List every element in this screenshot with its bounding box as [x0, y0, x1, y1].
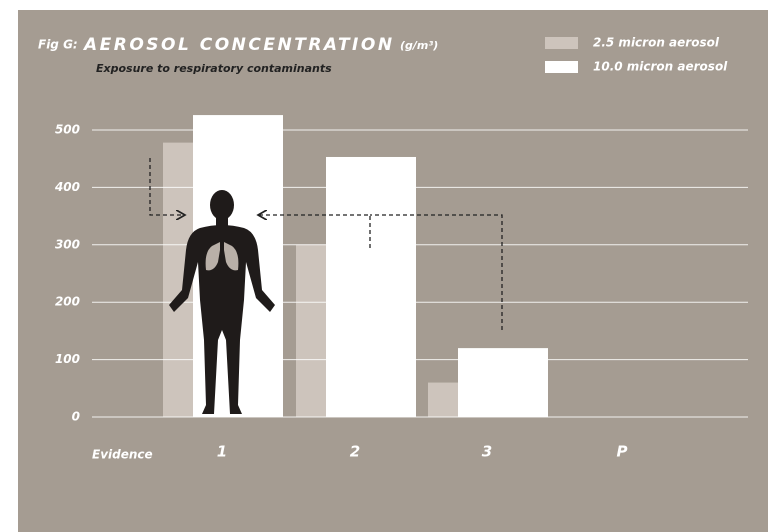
figure-label: Fig G:: [38, 38, 78, 52]
y-tick-label: 500: [55, 123, 80, 137]
x-tick-label: P: [617, 443, 628, 461]
legend-label: 2.5 micron aerosol: [593, 36, 720, 50]
unit: (g/m³): [400, 39, 438, 52]
x-tick-label: 3: [482, 443, 492, 461]
y-tick-label: 400: [54, 180, 80, 194]
figure-part: [210, 190, 234, 220]
subtitle: Exposure to respiratory contaminants: [96, 62, 332, 75]
y-tick-label: 100: [55, 352, 80, 366]
x-tick-label: 1: [217, 443, 227, 461]
x-tick-label: 2: [350, 443, 360, 461]
y-tick-label: 200: [55, 295, 80, 309]
bar: [326, 157, 416, 417]
chart-title: AEROSOL CONCENTRATION: [82, 35, 395, 55]
legend-swatch: [545, 61, 578, 73]
bar: [428, 383, 458, 417]
legend-swatch: [545, 37, 578, 49]
x-axis-label: Evidence: [92, 448, 153, 462]
y-tick-label: 0: [72, 410, 80, 424]
chart: Fig G: AEROSOL CONCENTRATION (g/m³) Expo…: [0, 0, 768, 532]
legend-label: 10.0 micron aerosol: [593, 60, 728, 74]
bar: [458, 348, 548, 417]
y-tick-label: 300: [55, 237, 80, 251]
bar: [296, 245, 326, 417]
